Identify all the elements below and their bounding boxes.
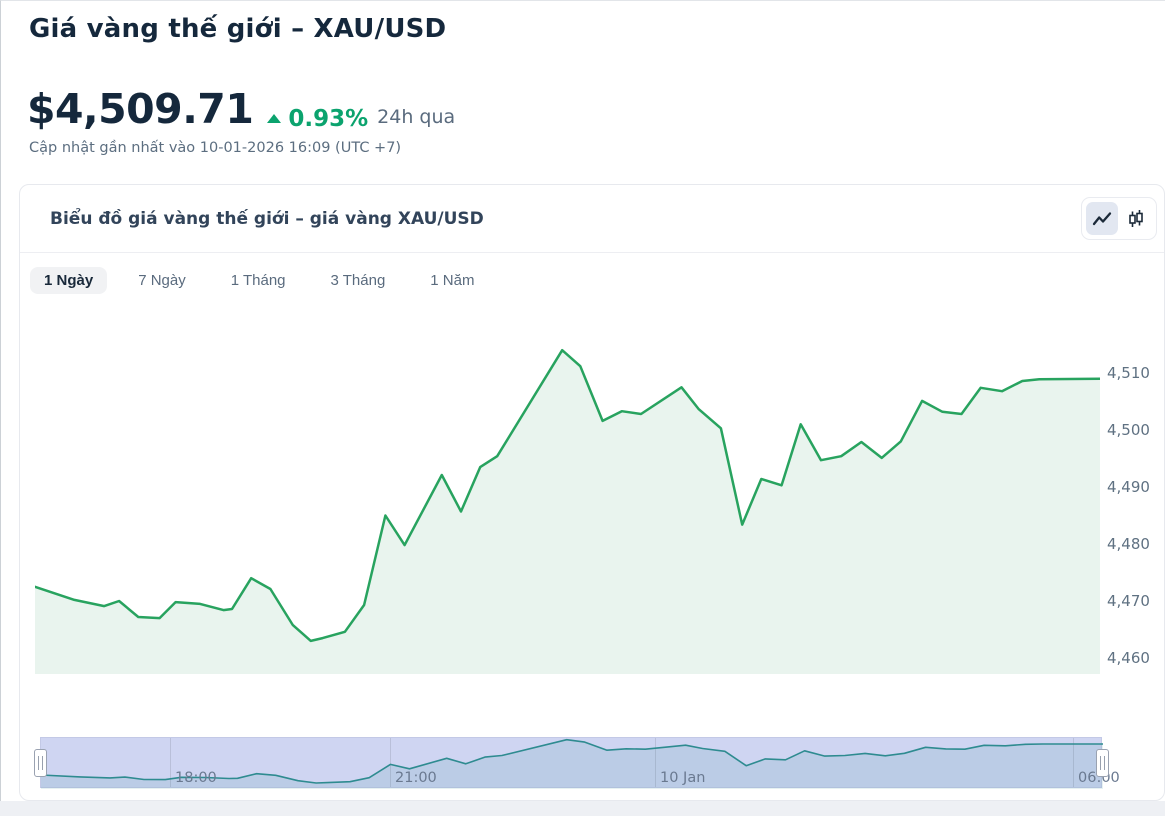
navigator-gridline (390, 738, 391, 787)
up-arrow-icon (267, 114, 282, 123)
price-row: $4,509.71 0.93% 24h qua (27, 85, 455, 133)
x-axis-label: 18:00 (175, 770, 217, 786)
chart-panel-title: Biểu đồ giá vàng thế giới – giá vàng XAU… (50, 209, 484, 229)
y-axis-label: 4,500 (1107, 421, 1150, 439)
change-period: 24h qua (377, 106, 456, 128)
range-tabs: 1 Ngày 7 Ngày 1 Tháng 3 Tháng 1 Năm (30, 267, 488, 294)
chart-panel-header: Biểu đồ giá vàng thế giới – giá vàng XAU… (20, 185, 1164, 253)
page-title: Giá vàng thế giới – XAU/USD (29, 14, 447, 44)
chart-type-toggle (1081, 197, 1157, 240)
tab-1-day[interactable]: 1 Ngày (30, 267, 108, 294)
last-updated-text: Cập nhật gần nhất vào 10-01-2026 16:09 (… (29, 140, 402, 156)
candlestick-icon[interactable] (1120, 202, 1152, 235)
y-axis: 4,460 4,470 4,480 4,490 4,500 4,510 (1107, 337, 1165, 674)
navigator-series (41, 738, 1103, 789)
change-percent: 0.93% (288, 105, 369, 132)
chart-navigator[interactable]: 18:00 21:00 10 Jan 06:00 (34, 737, 1120, 789)
navigator-gridline (1073, 738, 1074, 787)
x-axis-label: 06:00 (1078, 770, 1120, 786)
tab-1-year[interactable]: 1 Năm (416, 267, 488, 294)
tab-7-days[interactable]: 7 Ngày (124, 267, 200, 294)
y-axis-label: 4,510 (1107, 364, 1150, 382)
price-chart[interactable] (35, 337, 1100, 674)
navigator-gridline (170, 738, 171, 787)
y-axis-label: 4,490 (1107, 478, 1150, 496)
x-axis-label: 10 Jan (660, 770, 706, 786)
y-axis-label: 4,480 (1107, 535, 1150, 553)
y-axis-label: 4,460 (1107, 649, 1150, 667)
current-price: $4,509.71 (27, 85, 254, 133)
tab-1-month[interactable]: 1 Tháng (217, 267, 300, 294)
handle-grip-icon (1100, 756, 1105, 770)
change-wrap: 0.93% (267, 106, 368, 132)
chart-panel: Biểu đồ giá vàng thế giới – giá vàng XAU… (19, 184, 1165, 801)
navigator-gridline (655, 738, 656, 787)
tab-3-months[interactable]: 3 Tháng (317, 267, 400, 294)
line-chart-icon[interactable] (1086, 202, 1118, 235)
navigator-right-handle[interactable] (1096, 749, 1109, 777)
y-axis-label: 4,470 (1107, 592, 1150, 610)
x-axis-label: 21:00 (395, 770, 437, 786)
handle-grip-icon (38, 756, 43, 770)
navigator-left-handle[interactable] (34, 749, 47, 777)
